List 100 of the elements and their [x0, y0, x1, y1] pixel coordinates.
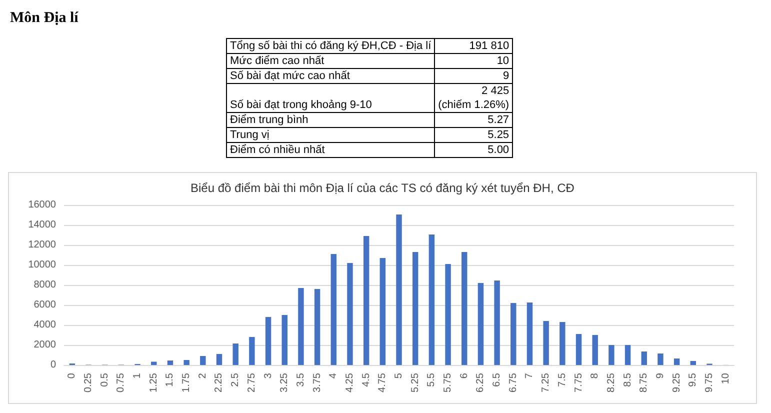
text: Điểm có nhiều nhất	[226, 142, 435, 158]
x-tick-label: 3.5	[295, 372, 306, 387]
x-tick-label: 6	[458, 372, 470, 379]
text: Điểm trung bình	[226, 112, 435, 128]
x-tick-label: 10	[720, 372, 732, 384]
x-tick-label: 9	[654, 372, 666, 379]
bar	[560, 322, 566, 365]
x-tick-label: 3	[262, 372, 274, 379]
bar	[510, 303, 516, 365]
x-tick-label: 8.5	[622, 372, 634, 387]
text: Số bài đạt trong khoảng 9-10	[226, 84, 435, 112]
y-tick-label: 0	[50, 360, 56, 370]
x-tick-label: 7	[524, 372, 536, 379]
x-tick-label: 5.25	[410, 372, 421, 392]
bar	[380, 258, 386, 365]
bar	[249, 337, 255, 365]
bar	[690, 361, 696, 365]
x-tick-label: 2.5	[230, 372, 242, 387]
text: Số bài đạt mức cao nhất	[226, 68, 435, 84]
x-tick-label: 1.25	[148, 372, 160, 392]
y-tick-label: 2000	[34, 340, 56, 350]
x-tick-label: 1.75	[181, 372, 192, 392]
x-tick-label: 9.5	[688, 372, 699, 387]
x-tick-label: 5.75	[442, 372, 454, 392]
bar	[330, 254, 336, 365]
y-tick-label: 16000	[28, 200, 56, 210]
x-tick-label: 4.25	[344, 372, 356, 392]
text: 5.00	[434, 142, 513, 158]
bar	[151, 362, 157, 365]
x-tick-label: 9.25	[671, 372, 682, 392]
x-tick-label: 8.25	[606, 372, 617, 392]
x-tick-label: 3.75	[312, 372, 323, 392]
text: Trung vị	[226, 128, 435, 142]
y-tick-label: 8000	[34, 280, 56, 290]
text: 5.27	[434, 112, 513, 128]
bar	[167, 360, 174, 365]
y-tick-label: 6000	[34, 300, 56, 310]
x-tick-label: 9.75	[704, 372, 715, 392]
chart-title: Biểu đồ điểm bài thi môn Địa lí của các TS có đăng ký xét tuyển ĐH, CĐ	[190, 181, 575, 195]
y-tick-label: 4000	[34, 320, 56, 330]
text: 2 425 (chiếm 1.26%)	[434, 84, 513, 112]
bar	[658, 354, 664, 365]
bar	[184, 360, 190, 365]
x-tick-label: 2.75	[246, 372, 258, 392]
x-tick-label: 3.25	[279, 372, 290, 392]
x-tick-label: 0	[66, 372, 78, 379]
x-tick-label: 5.5	[426, 372, 438, 387]
bar	[576, 334, 582, 365]
x-tick-label: 6.25	[475, 372, 486, 392]
bar	[428, 234, 435, 365]
x-tick-label: 1	[132, 372, 144, 379]
text: 10	[434, 54, 513, 68]
x-tick-label: 0.75	[116, 372, 127, 392]
bar	[347, 263, 353, 365]
x-tick-label: 0.25	[83, 372, 94, 392]
bar	[314, 289, 320, 365]
bar	[494, 280, 500, 365]
x-tick-label: 4.5	[360, 372, 372, 387]
bar	[608, 345, 614, 365]
text: 191 810	[434, 38, 513, 54]
bar	[543, 321, 549, 365]
x-tick-label: 7.75	[573, 372, 584, 392]
text: Mức điểm cao nhất	[226, 54, 435, 68]
x-tick-label: 4.75	[377, 372, 388, 392]
text: 9	[434, 68, 513, 84]
x-tick-label: 8.75	[638, 372, 650, 392]
x-tick-label: 6.5	[492, 372, 503, 387]
bar	[526, 302, 533, 365]
bar	[216, 354, 222, 365]
x-tick-label: 4	[328, 372, 340, 379]
x-tick-label: 1.5	[164, 372, 176, 387]
x-tick-label: 7.25	[540, 372, 552, 392]
text: Tổng số bài thi có đăng ký ĐH,CĐ - Địa lí	[226, 38, 435, 54]
bar	[445, 264, 451, 365]
bar	[674, 358, 680, 365]
bar	[396, 214, 402, 365]
y-tick-label: 10000	[28, 260, 56, 270]
y-tick-label: 12000	[28, 240, 56, 250]
x-tick-label: 5	[394, 372, 404, 379]
x-tick-label: 2.25	[214, 372, 225, 392]
bar	[624, 345, 631, 365]
bar	[641, 352, 647, 365]
bar	[232, 344, 238, 365]
bar	[282, 315, 288, 365]
x-tick-label: 2	[197, 372, 208, 379]
y-tick-label: 14000	[28, 220, 56, 230]
text: Môn Địa lí	[10, 10, 78, 27]
bar	[592, 335, 598, 365]
text: 5.25	[434, 128, 513, 142]
bar	[363, 236, 370, 365]
bar	[462, 252, 468, 365]
x-tick-label: 6.75	[508, 372, 519, 392]
bar	[298, 288, 304, 365]
bar	[412, 252, 418, 365]
bar	[265, 317, 272, 365]
bar	[478, 283, 484, 365]
x-tick-label: 7.5	[556, 372, 568, 387]
bar	[200, 356, 206, 365]
x-tick-label: 0.5	[99, 372, 110, 387]
x-tick-label: 8	[590, 372, 601, 379]
